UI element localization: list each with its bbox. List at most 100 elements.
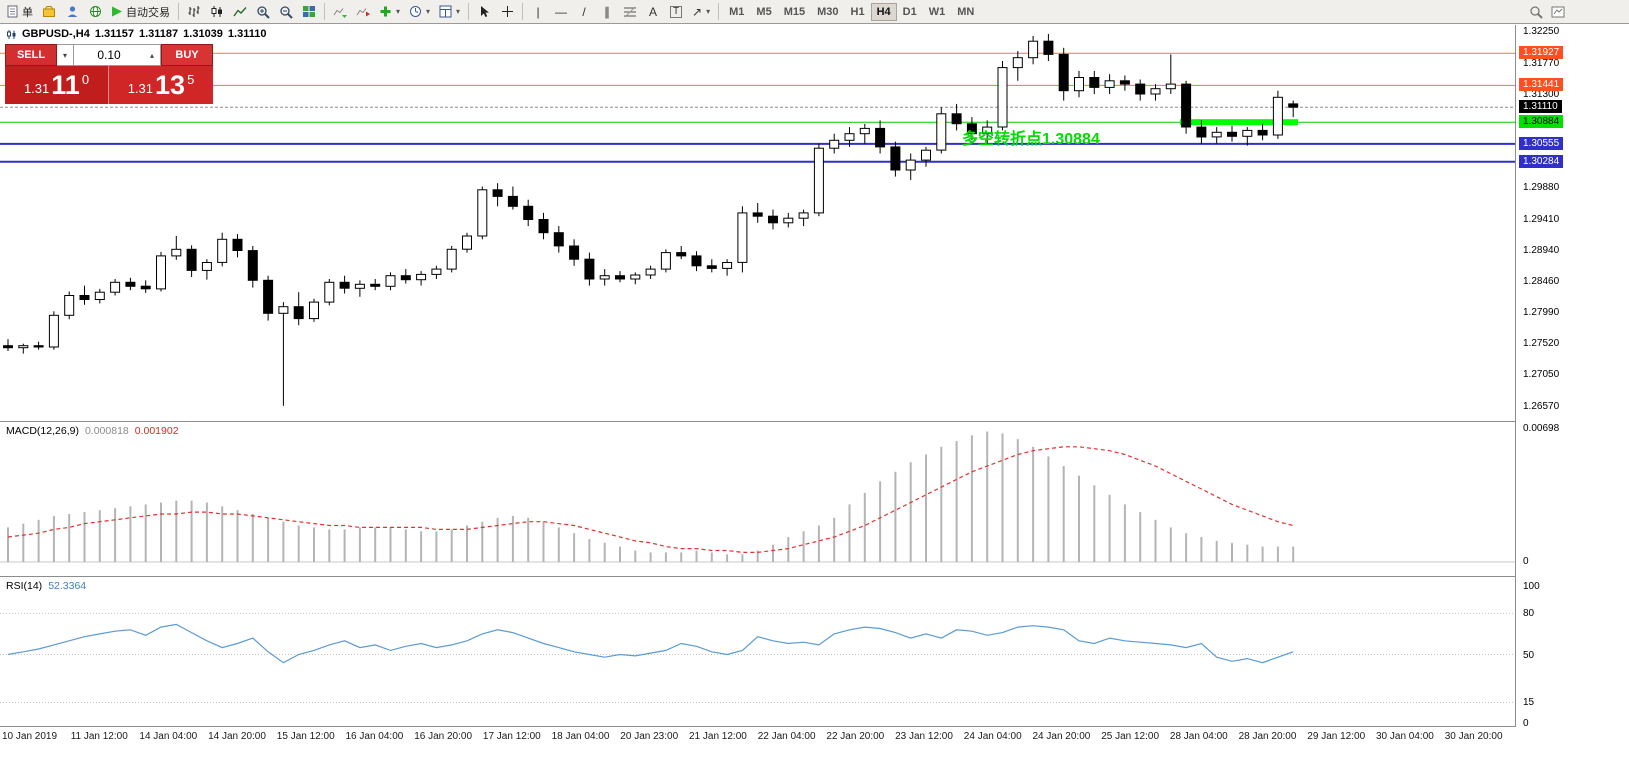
rsi-scale-label: 100 — [1523, 581, 1540, 592]
time-axis[interactable]: 10 Jan 2019 11 Jan 12:00 14 Jan 04:00 14 Ja… — [0, 727, 1515, 747]
panel-separator[interactable] — [0, 576, 1629, 577]
macd-histogram — [7, 431, 1295, 562]
timeframe-m15[interactable]: M15 — [783, 5, 806, 18]
chart-area[interactable]: GBPUSD-,H4 1.31157 1.31187 1.31039 1.311… — [0, 25, 1515, 421]
time-axis-label: 25 Jan 12:00 — [1101, 731, 1160, 742]
sell-button[interactable]: SELL — [5, 44, 57, 66]
horizontal-line-icon: — — [555, 4, 568, 19]
time-axis-label: 22 Jan 04:00 — [757, 731, 816, 742]
buy-price-fraction: 5 — [187, 72, 195, 87]
zoom-in-button[interactable] — [252, 2, 274, 22]
rsi-chart-canvas[interactable] — [0, 577, 1515, 726]
price-scale[interactable]: 1.32250 1.31770 1.31300 1.29880 1.29410 1.289… — [1515, 25, 1629, 729]
tile-windows-icon — [303, 6, 315, 17]
timeframe-mn[interactable]: MN — [957, 5, 975, 18]
fibonacci-icon — [624, 6, 637, 18]
cursor-button[interactable] — [473, 2, 495, 22]
candlestick-chart-canvas[interactable] — [0, 25, 1515, 421]
tile-windows-button[interactable] — [298, 2, 320, 22]
lot-increase-button[interactable]: ▴ — [144, 44, 161, 66]
timeframe-w1[interactable]: W1 — [928, 5, 946, 18]
panel-separator[interactable] — [0, 421, 1629, 422]
zoom-out-icon — [280, 5, 293, 19]
horizontal-line-tool-button[interactable]: — — [550, 2, 572, 22]
price-scale-label: 1.27050 — [1523, 369, 1560, 381]
macd-panel[interactable]: MACD(12,26,9) 0.000818 0.001902 — [0, 422, 1515, 576]
macd-signal-value: 0.001902 — [134, 425, 179, 437]
time-axis-label: 14 Jan 20:00 — [208, 731, 266, 742]
navigator-button[interactable] — [61, 2, 83, 22]
price-scale-label: 1.27990 — [1523, 307, 1560, 319]
zoom-in-icon — [257, 5, 270, 19]
time-axis-label: 21 Jan 12:00 — [689, 731, 747, 742]
zoom-out-button[interactable] — [275, 2, 297, 22]
buy-price-display[interactable]: 1.31 13 5 — [109, 66, 213, 104]
macd-scale-label: 0 — [1523, 556, 1529, 567]
macd-histogram-value: 0.000818 — [84, 425, 129, 437]
auto-scroll-button[interactable] — [329, 2, 351, 22]
buy-button[interactable]: BUY — [161, 44, 213, 66]
price-scale-label: 1.32250 — [1523, 25, 1560, 37]
new-order-label: 单 — [22, 6, 33, 19]
timeframe-h4[interactable]: H4 — [870, 2, 897, 21]
trendline-tool-button[interactable]: / — [573, 2, 595, 22]
text-tool-button[interactable]: A — [642, 2, 664, 22]
lot-size-input[interactable]: 0.10 — [74, 44, 144, 66]
timeframe-h1[interactable]: H1 — [850, 5, 865, 18]
rsi-label: RSI(14) 52.3364 — [6, 580, 86, 592]
price-level-tag: 1.31441 — [1519, 78, 1564, 92]
periods-button[interactable]: ▾ — [405, 2, 434, 22]
time-axis-label: 29 Jan 12:00 — [1307, 731, 1366, 742]
line-chart-button[interactable] — [229, 2, 251, 22]
fibonacci-tool-button[interactable] — [619, 2, 641, 22]
candlestick-chart-button[interactable] — [206, 2, 228, 22]
time-axis-label: 11 Jan 12:00 — [70, 731, 128, 742]
search-icon[interactable] — [1529, 5, 1543, 19]
autotrade-label: 自动交易 — [126, 6, 170, 19]
timeframe-m1[interactable]: M1 — [729, 5, 745, 18]
market-watch-button[interactable] — [38, 2, 60, 22]
timeframe-m5[interactable]: M5 — [756, 5, 772, 18]
chevron-down-icon: ▾ — [456, 7, 461, 16]
label-tool-button[interactable]: T — [665, 2, 687, 22]
indicators-button[interactable]: ▾ — [375, 2, 404, 22]
chart-symbol-icon — [7, 29, 16, 39]
lot-decrease-button[interactable]: ▾ — [57, 44, 74, 66]
toolbar-separator — [468, 3, 470, 20]
channel-tool-button[interactable]: ∥ — [596, 2, 618, 22]
price-scale-label: 1.29410 — [1523, 213, 1560, 225]
time-axis-label: 30 Jan 20:00 — [1444, 731, 1503, 742]
toolbar-separator — [718, 3, 720, 20]
rsi-panel[interactable]: RSI(14) 52.3364 — [0, 577, 1515, 726]
time-axis-label: 17 Jan 12:00 — [482, 731, 541, 742]
time-axis-label: 24 Jan 20:00 — [1032, 731, 1091, 742]
macd-chart-canvas[interactable] — [0, 422, 1515, 576]
arrows-tool-button[interactable]: ↗ ▾ — [688, 2, 714, 22]
new-order-button[interactable]: 单 — [2, 2, 37, 22]
candlesticks — [3, 33, 1299, 406]
time-axis-label: 16 Jan 04:00 — [345, 731, 404, 742]
terminal-button[interactable] — [84, 2, 106, 22]
time-axis-label: 15 Jan 12:00 — [276, 731, 335, 742]
macd-scale-label: 0.00698 — [1523, 423, 1560, 434]
sell-price-display[interactable]: 1.31 11 0 — [5, 66, 109, 104]
bar-chart-button[interactable] — [183, 2, 205, 22]
timeframe-d1[interactable]: D1 — [902, 5, 917, 18]
autotrade-button[interactable]: 自动交易 — [107, 2, 174, 22]
chart-window-icon[interactable] — [1551, 5, 1565, 19]
timeframe-m30[interactable]: M30 — [817, 5, 839, 18]
crosshair-icon — [501, 6, 513, 17]
chevron-down-icon: ▾ — [706, 7, 711, 16]
price-level-tag: 1.31927 — [1519, 46, 1564, 60]
crosshair-button[interactable] — [496, 2, 518, 22]
templates-button[interactable]: ▾ — [435, 2, 464, 22]
ohlc-low: 1.31039 — [183, 28, 223, 40]
chart-shift-button[interactable] — [352, 2, 374, 22]
support-zone-highlight[interactable] — [1180, 119, 1298, 126]
arrows-tool-icon: ↗ — [692, 4, 703, 19]
time-axis-label: 28 Jan 04:00 — [1169, 731, 1228, 742]
autotrade-play-icon — [112, 6, 122, 17]
vertical-line-tool-button[interactable]: | — [527, 2, 549, 22]
price-scale-label: 1.29880 — [1523, 182, 1560, 194]
